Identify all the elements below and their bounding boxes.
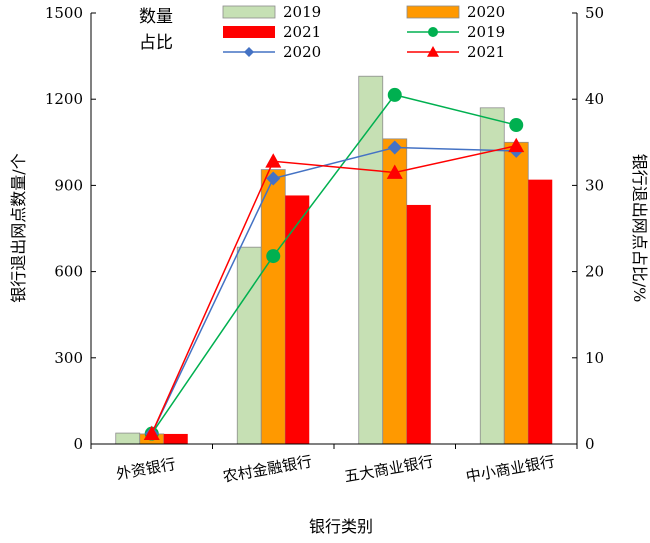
y2-tick-label-2: 20 [585, 263, 604, 281]
bar-series-group [115, 75, 553, 445]
point-2021-0 [143, 425, 160, 441]
y-tick-label-1: 300 [54, 349, 83, 367]
y2-axis-title: 银行退出网点占比/% [630, 154, 649, 303]
x-tick-label-1: 农村金融银行 [221, 452, 313, 485]
line-2021 [151, 145, 517, 434]
bar-2020-1 [260, 169, 286, 445]
x-axis-title: 银行类别 [309, 517, 373, 536]
y-tick-label-5: 1500 [45, 4, 83, 22]
legend-swatch-bar-2021 [223, 26, 275, 38]
bar-2019-2 [358, 75, 384, 445]
bar-2019-3 [479, 107, 505, 445]
x-tick-label-3: 中小商业银行 [464, 452, 556, 485]
legend-header-count: 数量 [139, 7, 173, 27]
legend-marker-2019 [428, 27, 438, 37]
legend-marker-2020 [244, 47, 254, 57]
y2-tick-label-1: 10 [585, 349, 604, 367]
line-2019 [151, 94, 517, 435]
bar-2021-1 [285, 195, 310, 444]
legend-header-share: 占比 [139, 33, 173, 53]
point-2020-1 [266, 171, 281, 186]
x-tick-label-0: 外资银行 [115, 455, 177, 483]
legend-marker-2021 [427, 46, 439, 57]
bar-2021-2 [406, 204, 431, 444]
bar-2021-3 [528, 179, 553, 445]
y-tick-label-0: 0 [73, 435, 83, 453]
y2-tick-label-5: 50 [585, 4, 604, 22]
legend-label-bar-2019: 2019 [283, 3, 321, 21]
y-axis-title: 银行退出网点数量/个 [9, 153, 28, 302]
y2-tick-label-4: 40 [585, 90, 604, 108]
y2-tick-label-0: 0 [585, 435, 595, 453]
point-2019-3 [509, 118, 524, 133]
point-2021-1 [265, 153, 282, 168]
bar-2021-0 [163, 433, 188, 444]
bar-2019-1 [236, 246, 262, 445]
bar-2019-0 [115, 432, 141, 445]
legend-label-line-2020: 2020 [283, 43, 321, 61]
point-2021-3 [508, 137, 525, 153]
point-2019-1 [266, 249, 281, 264]
bar-2020-3 [503, 141, 529, 445]
x-tick-label-2: 五大商业银行 [343, 452, 435, 485]
line-2020 [151, 146, 517, 434]
point-2021-2 [386, 164, 403, 179]
line-series-group [143, 87, 525, 441]
legend-label-line-2019: 2019 [467, 23, 505, 41]
bar-2020-2 [382, 138, 408, 445]
y-tick-label-2: 600 [54, 263, 83, 281]
legend-label-bar-2020: 2020 [467, 3, 505, 21]
point-2019-2 [387, 87, 402, 102]
legend-label-bar-2021: 2021 [283, 23, 321, 41]
y-tick-label-3: 900 [54, 176, 83, 194]
y-tick-label-4: 1200 [45, 90, 83, 108]
legend-swatch-bar-2020 [406, 5, 460, 19]
point-2020-2 [387, 140, 402, 155]
legend-label-line-2021: 2021 [467, 43, 505, 61]
legend-swatch-bar-2019 [222, 5, 276, 19]
y2-tick-label-3: 30 [585, 176, 604, 194]
